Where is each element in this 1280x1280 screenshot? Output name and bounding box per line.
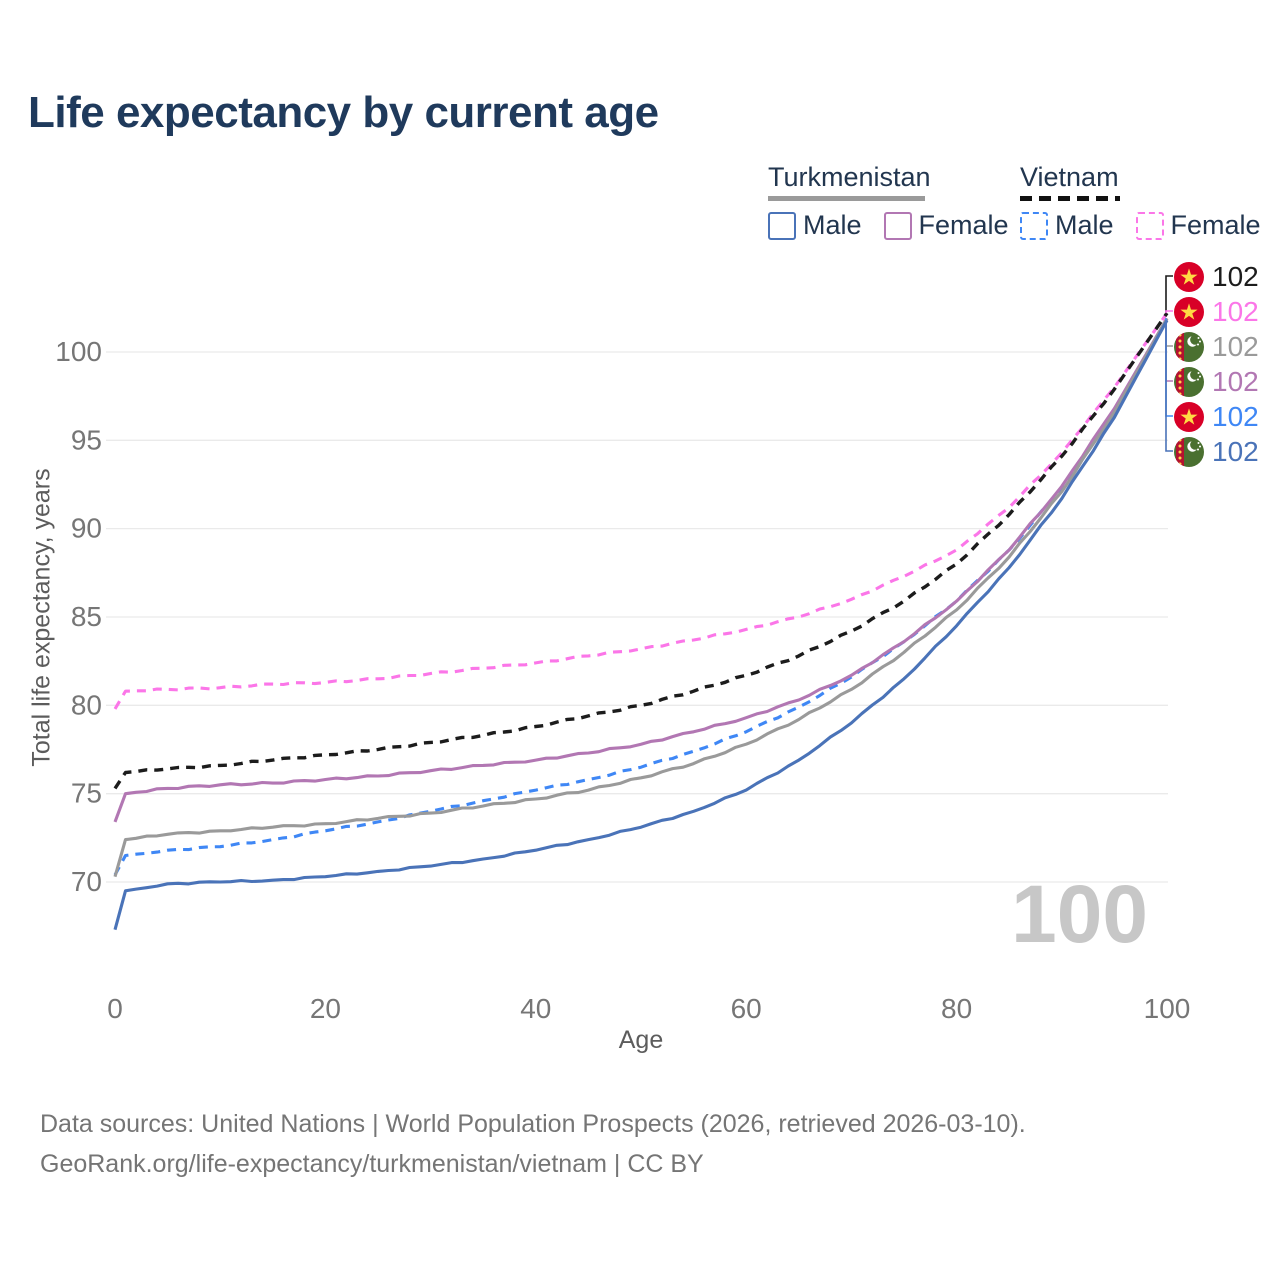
leader-line-vn_male	[1165, 318, 1173, 417]
vietnam-female-swatch-icon	[1135, 211, 1164, 240]
y-tick-label-90: 90	[71, 513, 102, 544]
y-tick-label-80: 80	[71, 689, 102, 720]
turkmenistan-flag-icon	[1173, 366, 1205, 398]
end-value: 102	[1212, 331, 1259, 362]
x-axis-title: Age	[618, 1026, 664, 1054]
x-tick-label-60: 60	[731, 993, 762, 1024]
leader-line-tm_female	[1165, 318, 1173, 382]
legend-item-vietnam-male[interactable]: Male	[1020, 210, 1114, 241]
vietnam-flag-icon	[1173, 401, 1205, 433]
y-tick-label-95: 95	[71, 424, 102, 455]
legend-item-turkmenistan-female[interactable]: Female	[883, 210, 1009, 241]
end-value: 102	[1212, 436, 1259, 467]
end-label-turkmenistan-female: 102	[1173, 365, 1259, 399]
leader-line-vn_female	[1165, 310, 1173, 314]
y-axis-title: Total life expectancy, years	[27, 468, 56, 767]
series-line-vn_female[interactable]	[113, 312, 1169, 710]
legend-country-turkmenistan[interactable]: Turkmenistan	[768, 162, 931, 192]
legend-country-vietnam[interactable]: Vietnam	[1020, 162, 1119, 192]
legend-underline-vietnam-dashed-line	[1020, 196, 1120, 201]
age-counter-watermark: 100	[1011, 869, 1148, 960]
end-label-vietnam-female: 102	[1173, 295, 1259, 329]
leader-line-tm_male	[1165, 320, 1173, 452]
vietnam-male-swatch-icon	[1020, 211, 1048, 240]
legend-item-vietnam-female[interactable]: Female	[1135, 210, 1261, 241]
vietnam-flag-icon	[1173, 296, 1205, 328]
turkmenistan-flag-icon	[1173, 436, 1205, 468]
x-tick-label-0: 0	[107, 993, 123, 1024]
legend-group-turkmenistan: Turkmenistan Male Female	[768, 162, 1031, 241]
x-tick-label-20: 20	[310, 993, 341, 1024]
page-title: Life expectancy by current age	[28, 88, 659, 137]
x-tick-label-80: 80	[941, 993, 972, 1024]
vietnam-flag-icon	[1173, 261, 1205, 293]
legend-item-turkmenistan-male[interactable]: Male	[768, 210, 862, 241]
series-line-tm_male[interactable]	[113, 319, 1169, 931]
series-line-tm_female[interactable]	[113, 317, 1169, 823]
end-label-vietnam-male: 102	[1173, 400, 1259, 434]
legend-group-vietnam: Vietnam Male Female	[1020, 162, 1280, 241]
end-value: 102	[1212, 401, 1259, 432]
y-tick-label-70: 70	[71, 866, 102, 897]
series-line-vn_male[interactable]	[113, 317, 1169, 876]
x-tick-label-100: 100	[1144, 993, 1191, 1024]
attribution-link-text[interactable]: GeoRank.org/life-expectancy/turkmenistan…	[40, 1150, 704, 1178]
y-tick-label-100: 100	[55, 336, 102, 367]
x-tick-label-40: 40	[520, 993, 551, 1024]
end-label-vietnam-total: 102	[1173, 260, 1259, 294]
end-label-turkmenistan-total: 102	[1173, 330, 1259, 364]
end-value: 102	[1212, 366, 1259, 397]
turkmenistan-flag-icon	[1173, 331, 1205, 363]
leader-line-vn_total	[1165, 275, 1173, 314]
end-value: 102	[1212, 261, 1259, 292]
series-line-tm_total[interactable]	[113, 317, 1169, 878]
y-tick-label-85: 85	[71, 601, 102, 632]
turkmenistan-male-swatch-icon	[768, 211, 796, 240]
end-label-turkmenistan-male: 102	[1173, 435, 1259, 469]
legend-underline-turkmenistan-solid-line	[768, 196, 925, 201]
data-sources-text: Data sources: United Nations | World Pop…	[40, 1110, 1026, 1138]
y-tick-label-75: 75	[71, 778, 102, 809]
turkmenistan-female-swatch-icon	[883, 211, 912, 240]
end-value: 102	[1212, 296, 1259, 327]
